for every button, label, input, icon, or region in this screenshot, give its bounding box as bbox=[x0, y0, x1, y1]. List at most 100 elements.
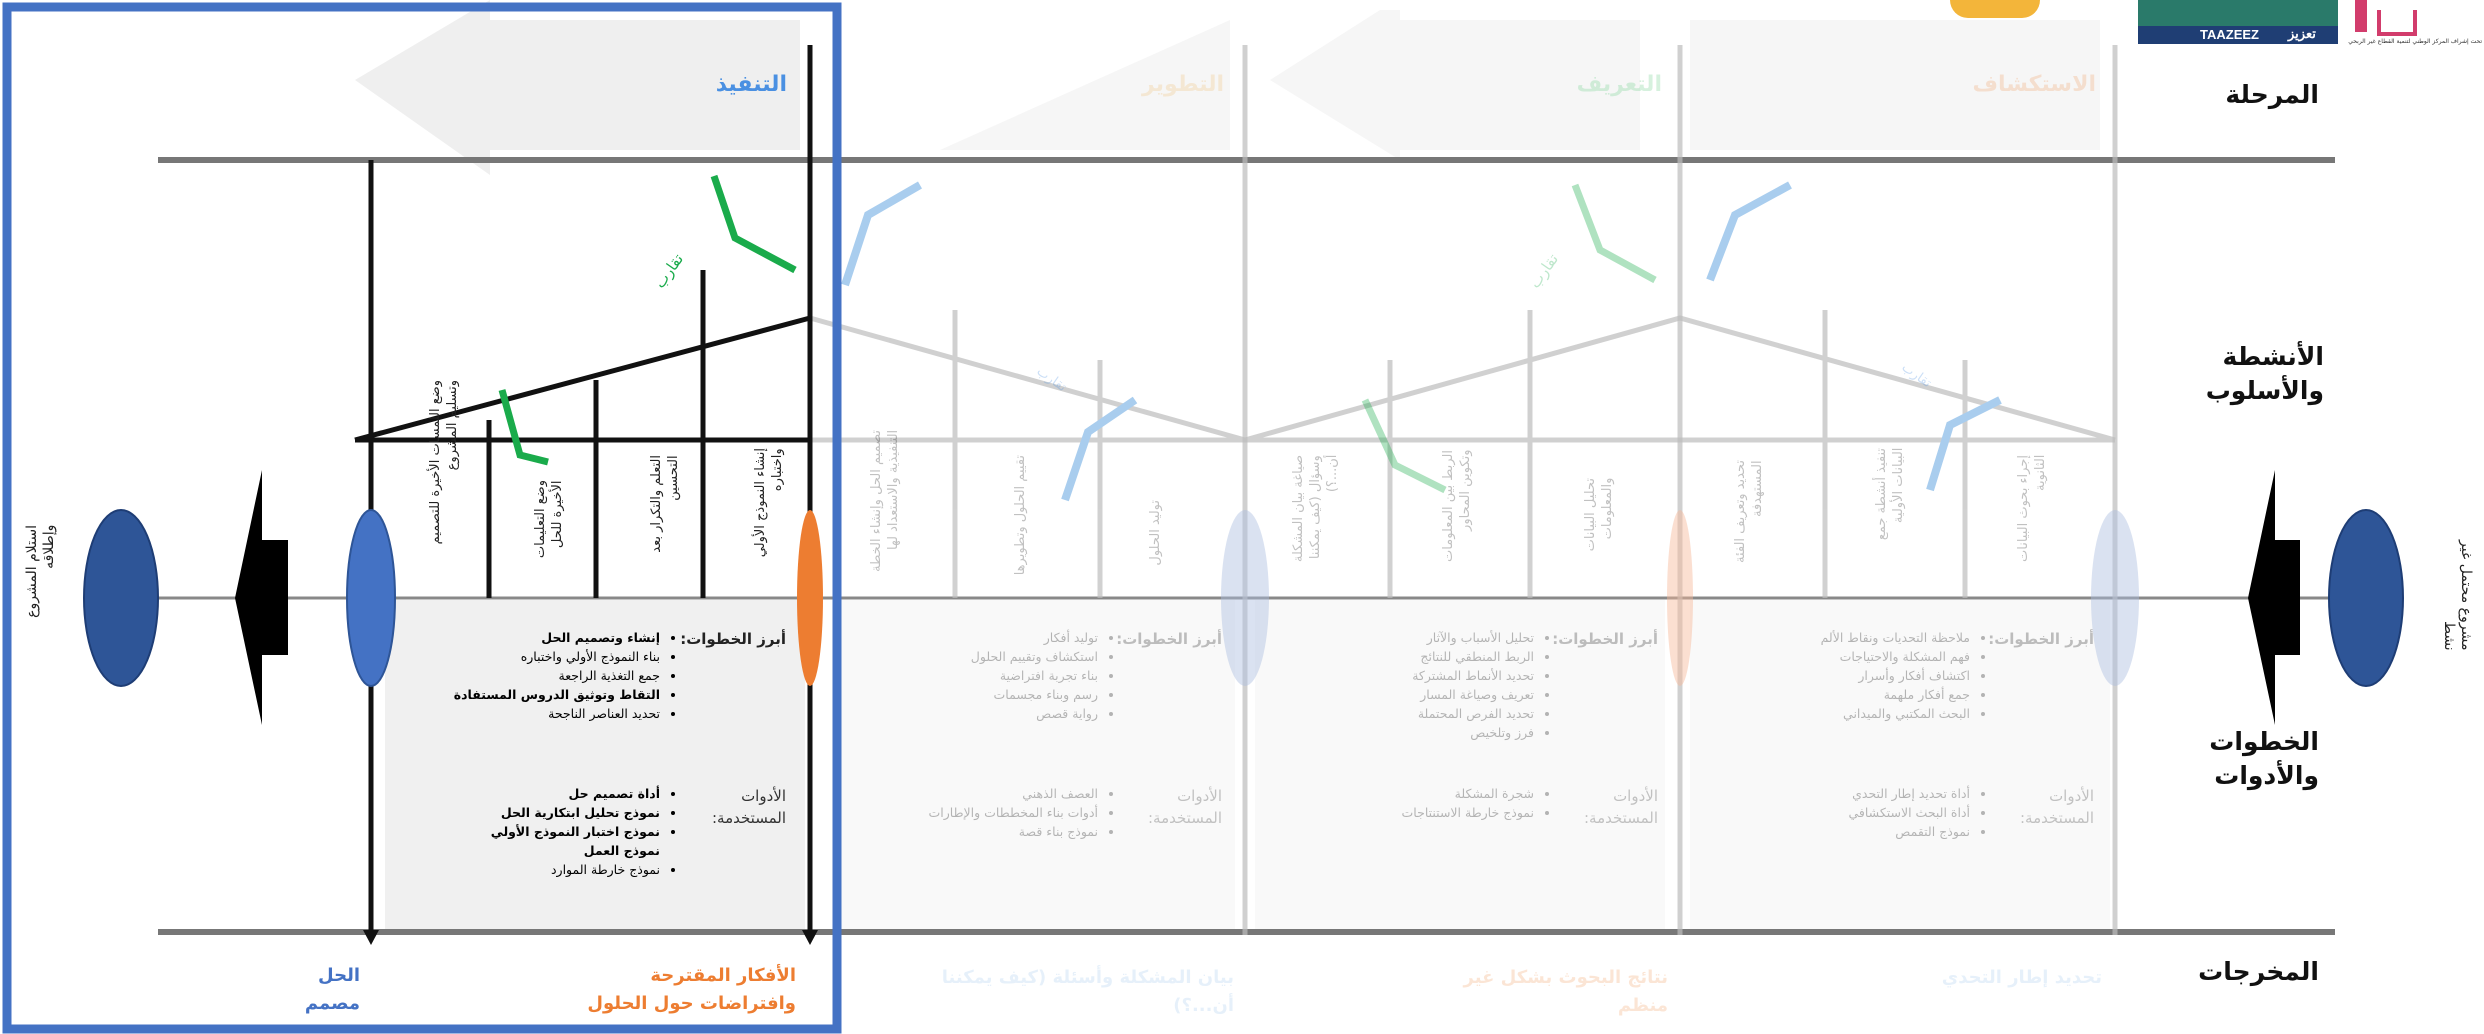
exec-tool-1: أداة تصميم حل bbox=[491, 784, 660, 803]
exec-step-2: بناء النموذج الأولي واختباره bbox=[454, 647, 660, 666]
left-chevron bbox=[235, 470, 288, 725]
output-development: بيان المشكلة وأسئلة (كيف يمكننا أن...؟) bbox=[941, 967, 1234, 1016]
def-activity-2: الربط بين المعلومات وتكوين المحاور bbox=[1441, 450, 1473, 562]
exec-activity-2: التعلم والتكرار بعد التحسين bbox=[649, 455, 681, 553]
exec-tools-title: الأدوات المستخدمة: bbox=[711, 787, 786, 827]
taazeez-logo: TAAZEEZ تعزيز bbox=[2138, 0, 2338, 44]
solution-ellipse bbox=[346, 509, 396, 687]
def-step-1: تحليل الأسباب والآثار bbox=[1412, 628, 1534, 647]
exec-steps-list: إنشاء وتصميم الحل بناء النموذج الأولي وا… bbox=[454, 628, 674, 723]
dev-tool-1: العصف الذهني bbox=[928, 784, 1098, 803]
exec-steps-panel bbox=[385, 600, 805, 930]
row-label-phase: المرحلة bbox=[2225, 80, 2319, 109]
def-tool-2: نموذج خارطة الاستنتاجات bbox=[1402, 803, 1534, 822]
dev-tools-title: الأدوات المستخدمة: bbox=[1147, 787, 1222, 827]
taazeez-logo-en: TAAZEEZ bbox=[2200, 27, 2259, 42]
green-arrow-exec-1 bbox=[710, 174, 797, 274]
dev-steps-list: توليد أفكار استكشاف وتقييم الحلول بناء ت… bbox=[971, 628, 1112, 723]
sun-logo bbox=[1950, 0, 2040, 18]
output-definition: نتائج البحوث بشكل غير منظم bbox=[1463, 967, 1668, 1016]
execution-highlight-frame bbox=[2, 2, 842, 1034]
ncnp-logo: تحت إشراف المركز الوطني لتنمية القطاع غي… bbox=[2348, 0, 2484, 50]
taazeez-logo-ar: تعزيز bbox=[2288, 26, 2316, 41]
output-exploration: تحديد إطار التحدي bbox=[1941, 967, 2102, 988]
output-execution: الأفكار المقترحة وافتراضات حول الحلول bbox=[587, 965, 796, 1014]
row-label-steps-tools: الخطوات والأدوات bbox=[2209, 727, 2319, 790]
exp-step-2: فهم المشكلة والاحتياجات bbox=[1821, 647, 1970, 666]
def-step-4: تعريف وصياغة المسار bbox=[1412, 685, 1534, 704]
exp-step-4: جمع أفكار ملهمة bbox=[1821, 685, 1970, 704]
stage-title-development: التطوير bbox=[1142, 72, 1224, 97]
dev-activity-1: توليد الحلول bbox=[1148, 500, 1163, 566]
exec-step-5: تحديد العناصر الناجحة bbox=[454, 704, 660, 723]
exec-activity-4: وضع اللمسات الأخيرة للتصميم وتسليم المشر… bbox=[428, 380, 460, 545]
phase-arrow-development bbox=[940, 20, 1230, 150]
dev-step-5: رواية قصص bbox=[971, 704, 1098, 723]
exec-step-3: جمع التغذية الراجعة bbox=[454, 666, 661, 685]
dev-step-4: رسم وبناء مجسمات bbox=[971, 685, 1098, 704]
dev-steps-panel bbox=[835, 600, 1235, 930]
dev-tool-2: أدوات بناء المخططات والإطارات bbox=[928, 803, 1098, 822]
def-steps-panel bbox=[1255, 600, 1665, 930]
exp-tools-list: أداة تحديد إطار التحدي أداة البحث الاستك… bbox=[1848, 784, 1984, 841]
dev-step-1: توليد أفكار bbox=[971, 628, 1098, 647]
exec-step-4: التقاط وتوثيق الدروس المستفادة bbox=[454, 685, 660, 704]
row-label-activities: الأنشطة والأسلوب bbox=[2205, 342, 2324, 405]
def-steps-title: أبرز الخطوات: bbox=[1552, 630, 1658, 648]
exp-step-1: ملاحظة التحديات ونقاط الألم bbox=[1821, 628, 1970, 647]
right-chevron bbox=[2248, 470, 2300, 725]
stage-title-exploration: الاستكشاف bbox=[1972, 72, 2096, 97]
dev-tools-list: العصف الذهني أدوات بناء المخططات والإطار… bbox=[928, 784, 1112, 841]
exp-tool-3: نموذج التقمص bbox=[1848, 822, 1970, 841]
execution-ellipse bbox=[797, 510, 823, 686]
output-solution: الحل مصمم bbox=[304, 965, 360, 1014]
left-endpoint-label: استلام المشروع وإطلاقه bbox=[24, 525, 57, 618]
exp-tools-title: الأدوات المستخدمة: bbox=[2019, 787, 2094, 827]
exp-step-5: البحث المكتبي والميداني bbox=[1821, 704, 1970, 723]
phase-arrow-exploration bbox=[1690, 20, 2100, 150]
exp-tool-1: أداة تحديد إطار التحدي bbox=[1848, 784, 1970, 803]
def-tool-1: شجرة المشكلة bbox=[1402, 784, 1534, 803]
exec-activity-3: وضع التعليمات الأخيرة للحل bbox=[533, 480, 565, 559]
stage-title-definition: التعريف bbox=[1576, 72, 1662, 97]
right-endpoint-label: مشروع محتمل غير نشط bbox=[2441, 540, 2474, 651]
dev-step-2: استكشاف وتقييم الحلول bbox=[971, 647, 1098, 666]
exec-step-1: إنشاء وتصميم الحل bbox=[454, 628, 660, 647]
def-step-6: فرز وتلخيص bbox=[1412, 723, 1534, 742]
dev-steps-title: أبرز الخطوات: bbox=[1116, 630, 1222, 648]
exp-steps-panel bbox=[1690, 600, 2110, 930]
dev-tool-3: نموذج بناء قصة bbox=[928, 822, 1098, 841]
def-step-5: تحديد الفرص المحتملة bbox=[1412, 704, 1534, 723]
ncnp-caption: تحت إشراف المركز الوطني لتنمية القطاع غي… bbox=[2348, 38, 2482, 45]
exp-steps-title: أبرز الخطوات: bbox=[1988, 630, 2094, 648]
exp-activity-1: إجراء بحوث البيانات الثانوية bbox=[2016, 455, 2048, 562]
dev-step-3: بناء تجربة افتراضية bbox=[971, 666, 1098, 685]
exec-tool-2: نموذج تحليل ابتكارية الحل bbox=[491, 803, 660, 822]
phase-arrow-execution bbox=[355, 0, 800, 175]
def-activity-1: تحليل البيانات والمعلومات bbox=[1583, 478, 1615, 552]
def-steps-list: تحليل الأسباب والآثار الربط المنطقي للنت… bbox=[1412, 628, 1548, 742]
exp-steps-list: ملاحظة التحديات ونقاط الألم فهم المشكلة … bbox=[1821, 628, 1984, 723]
def-tools-title: الأدوات المستخدمة: bbox=[1583, 787, 1658, 827]
exec-activity-1: إنشاء النموذج الأولي واختباره bbox=[753, 448, 785, 558]
row-label-outputs: المخرجات bbox=[2198, 957, 2319, 986]
exec-tool-3: نموذج اختبار النموذج الأولي bbox=[491, 822, 660, 841]
dev-activity-3: تصميم الحل وإنشاء الخطة التنفيذية والاست… bbox=[869, 430, 901, 572]
exp-activity-3: تحديد وتعريف الفئة المستهدفة bbox=[1733, 460, 1765, 563]
right-endpoint-ellipse bbox=[2328, 509, 2404, 687]
exec-tool-5: نموذج خارطة الموارد bbox=[491, 860, 660, 879]
def-step-3: تحديد الأنماط المشتركة bbox=[1412, 666, 1534, 685]
def-activity-3: صياغة بيان المشكلة وسؤال (كيف يمكننا أن.… bbox=[1291, 455, 1340, 563]
left-endpoint-ellipse bbox=[83, 509, 159, 687]
def-step-2: الربط المنطقي للنتائج bbox=[1412, 647, 1534, 666]
exec-tools-list: أداة تصميم حل نموذج تحليل ابتكارية الحل … bbox=[491, 784, 674, 879]
def-tools-list: شجرة المشكلة نموذج خارطة الاستنتاجات bbox=[1402, 784, 1548, 822]
exec-steps-title: أبرز الخطوات: bbox=[680, 630, 786, 648]
exec-tool-4: نموذج العمل bbox=[583, 843, 660, 858]
dev-activity-2: تقييم الحلول وتطويرها bbox=[1013, 455, 1028, 576]
exp-step-3: اكتشاف أفكار وأسرار bbox=[1821, 666, 1970, 685]
green-arrow-exec-2 bbox=[498, 389, 549, 466]
stage-title-execution: التنفيذ bbox=[715, 72, 787, 97]
exp-activity-2: تنفيذ أنشطة جمع البيانات الأولية bbox=[1874, 448, 1906, 541]
